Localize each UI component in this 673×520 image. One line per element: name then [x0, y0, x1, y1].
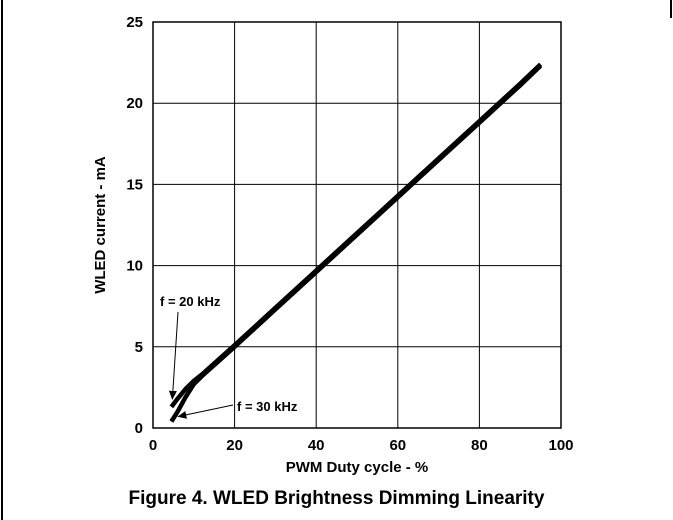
grid-lines — [153, 22, 561, 428]
x-tick-labels: 0 20 40 60 80 100 — [149, 437, 574, 454]
annotation-30khz: f = 30 kHz — [237, 399, 298, 414]
y-tick-label-15: 15 — [126, 176, 143, 193]
series-lines — [169, 62, 543, 423]
annotation-20khz-arrow — [168, 311, 179, 400]
annotation-20khz: f = 20 kHz — [160, 294, 221, 309]
x-tick-label-80: 80 — [471, 437, 488, 454]
x-tick-label-40: 40 — [308, 437, 325, 454]
wled-current-chart: 0 20 40 60 80 100 0 5 10 15 20 25 f = 20 kHz f = 30… — [92, 14, 574, 476]
y-tick-labels: 0 5 10 15 20 25 — [126, 14, 143, 437]
annotation-30khz-arrow — [177, 404, 234, 419]
plot-frame — [152, 21, 562, 429]
figure-caption: Figure 4. WLED Brightness Dimming Linear… — [128, 488, 545, 509]
page-frame-right-border — [670, 0, 672, 18]
y-tick-label-25: 25 — [126, 14, 143, 31]
x-tick-label-20: 20 — [226, 437, 243, 454]
y-tick-label-0: 0 — [135, 420, 143, 437]
x-axis-label: PWM Duty cycle - % — [286, 459, 429, 476]
x-tick-label-100: 100 — [548, 437, 573, 454]
frequency-annotations: f = 20 kHz f = 30 kHz — [160, 294, 298, 419]
y-tick-label-20: 20 — [126, 95, 143, 112]
series-line-2 — [169, 64, 543, 423]
page-frame-left-border — [1, 0, 3, 520]
x-tick-label-0: 0 — [149, 437, 157, 454]
y-tick-label-10: 10 — [126, 258, 143, 275]
x-tick-label-60: 60 — [389, 437, 406, 454]
y-axis-label: WLED current - mA — [92, 156, 109, 294]
y-tick-label-5: 5 — [135, 339, 143, 356]
